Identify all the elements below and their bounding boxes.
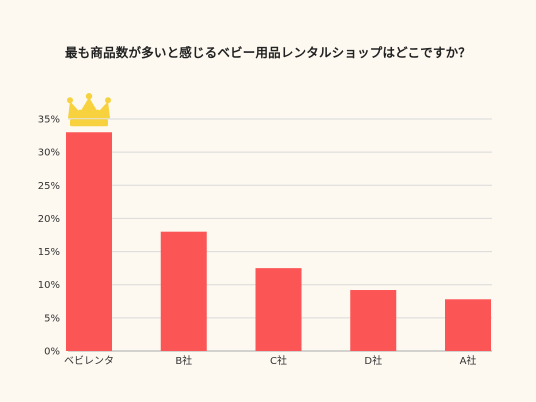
bars: [66, 132, 491, 351]
bar: [66, 132, 112, 351]
y-tick-label: 10%: [38, 280, 60, 291]
y-tick-label: 30%: [38, 148, 60, 159]
x-category-label: D社: [364, 354, 382, 367]
y-tick-label: 15%: [38, 247, 60, 258]
x-axis-categories: ベビレンタ B社 C社 D社 A社: [64, 354, 476, 367]
y-tick-label: 0%: [44, 347, 60, 358]
x-category-label: C社: [270, 354, 287, 367]
bar: [445, 299, 491, 351]
crown-layer: [67, 93, 111, 127]
y-tick-label: 35%: [38, 115, 60, 126]
bar: [350, 290, 397, 351]
x-category-label: B社: [175, 354, 192, 367]
crown-icon: [67, 93, 111, 127]
y-tick-label: 20%: [38, 214, 60, 225]
x-category-label: ベビレンタ: [64, 355, 114, 367]
y-axis-ticks: 0% 5% 10% 15% 20% 25% 30% 35%: [38, 115, 60, 358]
x-category-label: A社: [460, 354, 477, 367]
y-tick-label: 5%: [44, 313, 60, 324]
bar: [255, 268, 302, 351]
chart-title: 最も商品数が多いと感じるベビー用品レンタルショップはどこですか？: [64, 45, 472, 60]
y-tick-label: 25%: [38, 181, 60, 192]
bar: [160, 231, 207, 351]
